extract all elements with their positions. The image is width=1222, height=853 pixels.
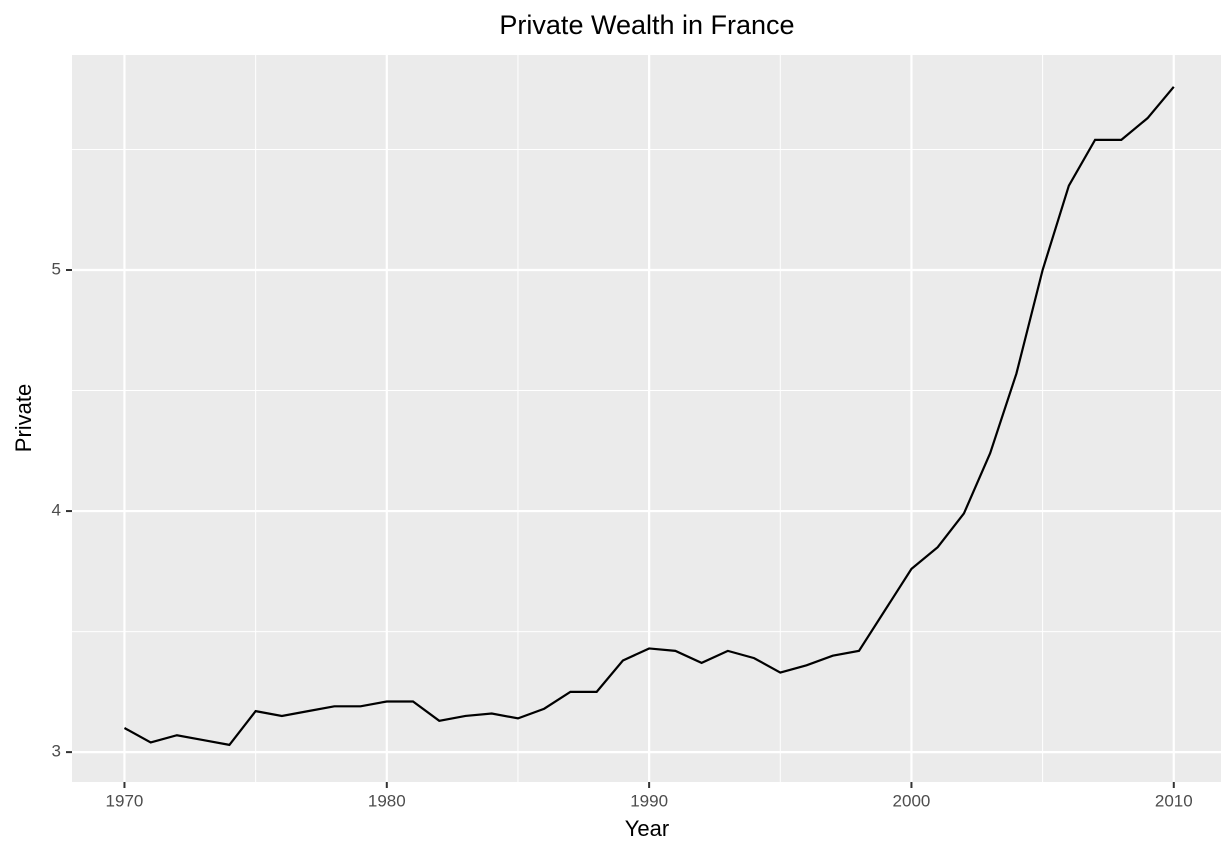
y-tick-label: 4 xyxy=(52,501,61,520)
y-tick-label: 5 xyxy=(52,259,61,278)
x-tick-label: 2010 xyxy=(1155,791,1193,810)
chart-title: Private Wealth in France xyxy=(499,10,794,40)
x-tick-label: 1980 xyxy=(368,791,406,810)
x-tick-label: 1990 xyxy=(630,791,668,810)
y-axis-title: Private xyxy=(11,384,36,452)
x-tick-label: 1970 xyxy=(106,791,144,810)
x-tick-label: 2000 xyxy=(893,791,931,810)
y-tick-label: 3 xyxy=(52,742,61,761)
line xyxy=(123,86,1175,747)
panel xyxy=(72,55,1221,782)
x-axis-title: Year xyxy=(625,816,669,841)
